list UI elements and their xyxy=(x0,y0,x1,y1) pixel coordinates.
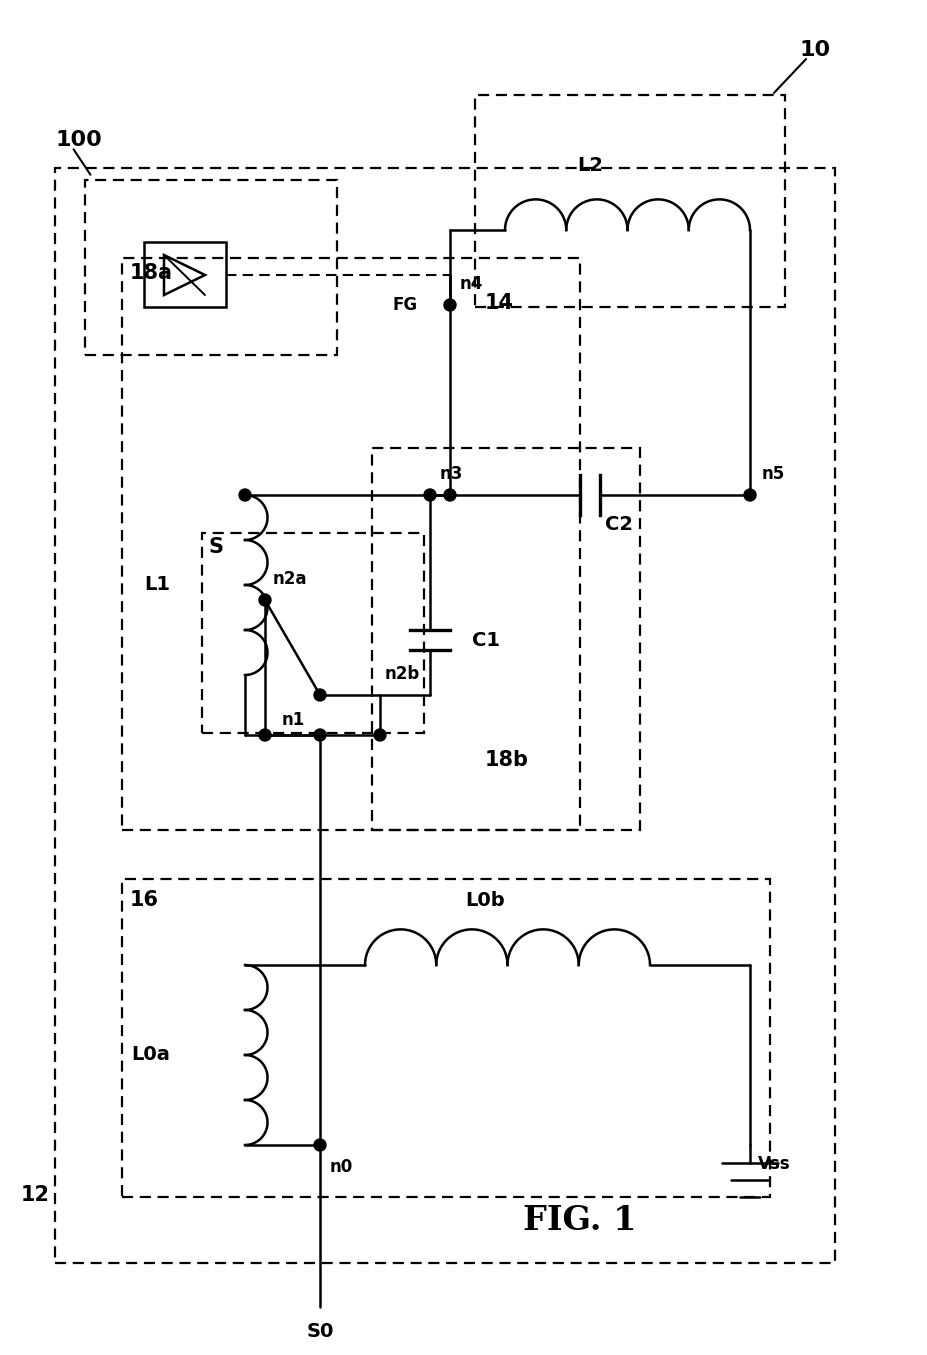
Text: 18a: 18a xyxy=(130,263,172,283)
Circle shape xyxy=(313,1140,325,1150)
Text: 100: 100 xyxy=(55,130,102,150)
Bar xyxy=(144,243,226,308)
Circle shape xyxy=(743,489,756,501)
Text: n3: n3 xyxy=(439,465,463,482)
Text: 16: 16 xyxy=(130,890,159,911)
Text: L0a: L0a xyxy=(131,1046,170,1065)
Circle shape xyxy=(259,593,271,606)
Text: n2a: n2a xyxy=(273,570,307,588)
Text: Vss: Vss xyxy=(757,1154,790,1173)
Text: FG: FG xyxy=(391,295,416,314)
Circle shape xyxy=(259,729,271,741)
Text: L2: L2 xyxy=(577,156,603,175)
Text: n4: n4 xyxy=(460,275,483,293)
Text: L1: L1 xyxy=(144,576,170,595)
Circle shape xyxy=(443,299,455,312)
Text: FIG. 1: FIG. 1 xyxy=(523,1203,636,1237)
Circle shape xyxy=(239,489,250,501)
Text: 18b: 18b xyxy=(485,751,528,770)
Text: C2: C2 xyxy=(604,515,632,534)
Text: n2b: n2b xyxy=(385,665,420,683)
Text: n0: n0 xyxy=(330,1159,353,1176)
Text: n5: n5 xyxy=(761,465,784,482)
Text: C1: C1 xyxy=(472,630,500,649)
Text: 14: 14 xyxy=(485,293,514,313)
Text: S: S xyxy=(208,537,222,557)
Text: L0b: L0b xyxy=(464,892,504,911)
Circle shape xyxy=(443,489,455,501)
Circle shape xyxy=(313,688,325,701)
Text: S0: S0 xyxy=(306,1322,334,1341)
Text: n1: n1 xyxy=(282,711,305,729)
Text: 10: 10 xyxy=(799,41,831,60)
Circle shape xyxy=(374,729,386,741)
Text: 12: 12 xyxy=(21,1186,50,1205)
Circle shape xyxy=(424,489,436,501)
Circle shape xyxy=(313,729,325,741)
